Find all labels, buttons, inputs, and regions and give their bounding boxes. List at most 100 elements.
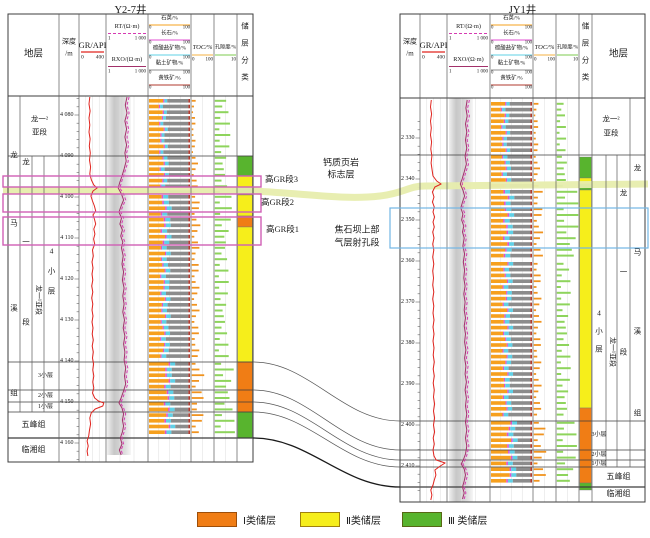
mineral-header: 黏土矿物/% — [155, 60, 184, 67]
high-gr-section-1-label: 高GR段1 — [266, 223, 300, 234]
strat-label: 2小层 — [591, 452, 607, 458]
gr-scale-min: 0 — [81, 54, 84, 61]
class1-swatch — [197, 512, 237, 527]
rxo-scale-min: 1 — [449, 69, 452, 74]
depth-tick-label: 4 130 — [60, 317, 74, 323]
toc-scale-max: 100 — [205, 57, 214, 62]
depth-tick-label: 2 400 — [401, 422, 415, 428]
depth-header: 深度 — [62, 37, 76, 46]
porosity-header: 孔隙度/% — [214, 44, 237, 51]
depth-tick-label: 4 150 — [60, 399, 74, 405]
class3-label: Ⅲ 类储层 — [448, 516, 488, 527]
well-title-left: Y2-7井 — [114, 5, 147, 16]
strat-label: 小 — [595, 326, 603, 336]
depth-unit: /m — [65, 49, 73, 58]
mineral-scale-min: 0 — [491, 25, 494, 31]
strat-label: 龙 — [10, 150, 18, 160]
class2-label: Ⅱ类储层 — [346, 516, 381, 527]
strat-label: 龙一² — [602, 114, 620, 124]
depth-tick-label: 2 330 — [401, 135, 415, 141]
strat-label: 五峰组 — [606, 472, 631, 481]
mineral-header: 石英/% — [503, 15, 520, 22]
strat-label: 临湘组 — [21, 445, 46, 454]
depth-tick-label: 4 120 — [60, 276, 74, 282]
strat-label: 1小层 — [37, 404, 54, 410]
depth-tick-label: 2 340 — [401, 176, 415, 182]
mineral-scale-max: 100 — [524, 85, 532, 91]
depth-tick-label: 4 110 — [60, 235, 74, 241]
mineral-header: 碳酸盐矿物/% — [495, 45, 528, 52]
strat-label: 一 — [22, 237, 30, 247]
class-header-char: 储 — [581, 21, 590, 31]
strat-label: 小 — [47, 266, 56, 276]
mineral-scale-max: 100 — [182, 55, 190, 61]
mineral-header: 长石/% — [503, 30, 520, 37]
depth-tick-label: 2 410 — [401, 463, 415, 469]
rt-header: RT/(Ω·m) — [114, 22, 140, 30]
mineral-header: 黄铁矿/% — [158, 75, 181, 82]
mineral-scale-min: 0 — [149, 40, 152, 46]
mineral-scale-max: 100 — [182, 85, 190, 91]
toc-scale-min: 0 — [192, 57, 195, 62]
toc-scale-min: 0 — [534, 57, 537, 62]
class-header-char: 类 — [581, 72, 590, 82]
mineral-scale-min: 0 — [149, 70, 152, 76]
porosity-scale-max: 10 — [573, 57, 578, 62]
gr-header: GR/API — [419, 39, 448, 50]
rt-scale-max: 1 000 — [476, 36, 488, 41]
mineral-header: 长石/% — [161, 30, 178, 37]
depth-tick-label: 2 380 — [401, 340, 415, 346]
strat-label: 层 — [595, 344, 603, 354]
rxo-header: RXO/(Ω·m) — [453, 55, 484, 63]
depth-tick-label: 4 080 — [60, 112, 74, 118]
mineral-scale-max: 100 — [524, 70, 532, 76]
gas-perforation-annotation-line2: 气层射孔段 — [334, 237, 380, 248]
strat-label: 龙 — [22, 157, 30, 167]
mineral-scale-min: 0 — [491, 70, 494, 76]
reservoir-class-legend: Ⅰ类储层 Ⅱ类储层 Ⅲ 类储层 — [0, 512, 650, 534]
strat-label: 段 — [22, 317, 30, 327]
class-header-char: 层 — [241, 38, 249, 48]
strat-label: 3小层 — [37, 373, 54, 379]
high-gr-section-2-label: 高GR段2 — [261, 196, 295, 207]
strat-label: 4 — [49, 246, 54, 256]
mineral-scale-min: 0 — [491, 85, 494, 91]
mineral-scale-max: 100 — [524, 40, 532, 46]
depth-tick-label: 2 360 — [401, 258, 415, 264]
gr-scale-max: 400 — [436, 54, 445, 61]
strat-label: 龙 — [633, 163, 642, 173]
strat-label: 亚段 — [32, 127, 47, 137]
class-header-char: 储 — [241, 21, 249, 31]
gr-scale-max: 400 — [95, 54, 104, 61]
strat-label: 亚段 — [603, 128, 619, 138]
class2-swatch — [300, 512, 340, 527]
class-header-char: 分 — [241, 55, 249, 65]
rxo-scale-min: 1 — [108, 69, 111, 74]
strat-label: 组 — [10, 388, 18, 398]
strat-label: 五峰组 — [21, 420, 46, 429]
toc-scale-max: 100 — [547, 57, 556, 62]
strat-label: 龙一¹亚段 — [34, 284, 43, 316]
porosity-scale-max: 10 — [231, 57, 236, 62]
marker-bed-annotation-line1: 钙质页岩 — [322, 157, 360, 168]
toc-header: TOC/% — [534, 43, 555, 51]
rt-scale-min: 1 — [108, 36, 111, 41]
mineral-header: 黄铁矿/% — [500, 75, 523, 82]
strat-label: 龙一² — [30, 114, 49, 124]
depth-tick-label: 2 370 — [401, 299, 415, 305]
depth-tick-label: 4 090 — [60, 153, 74, 159]
strat-label: 2小层 — [37, 393, 54, 399]
depth-tick-label: 4 160 — [60, 440, 74, 446]
mineral-scale-max: 100 — [182, 70, 190, 76]
rt-scale-min: 1 — [449, 36, 452, 41]
class3-swatch — [402, 512, 442, 527]
class-header-char: 层 — [581, 38, 590, 48]
strat-label: 4 — [597, 308, 601, 318]
rt-header: RT/(Ω·m) — [456, 22, 481, 30]
mineral-scale-max: 100 — [524, 25, 532, 31]
legend-item-class2: Ⅱ类储层 — [300, 512, 381, 527]
legend-item-class3: Ⅲ 类储层 — [402, 512, 487, 527]
strat-label: 3小层 — [591, 432, 607, 438]
strat-label: 龙一¹亚段 — [608, 336, 616, 368]
